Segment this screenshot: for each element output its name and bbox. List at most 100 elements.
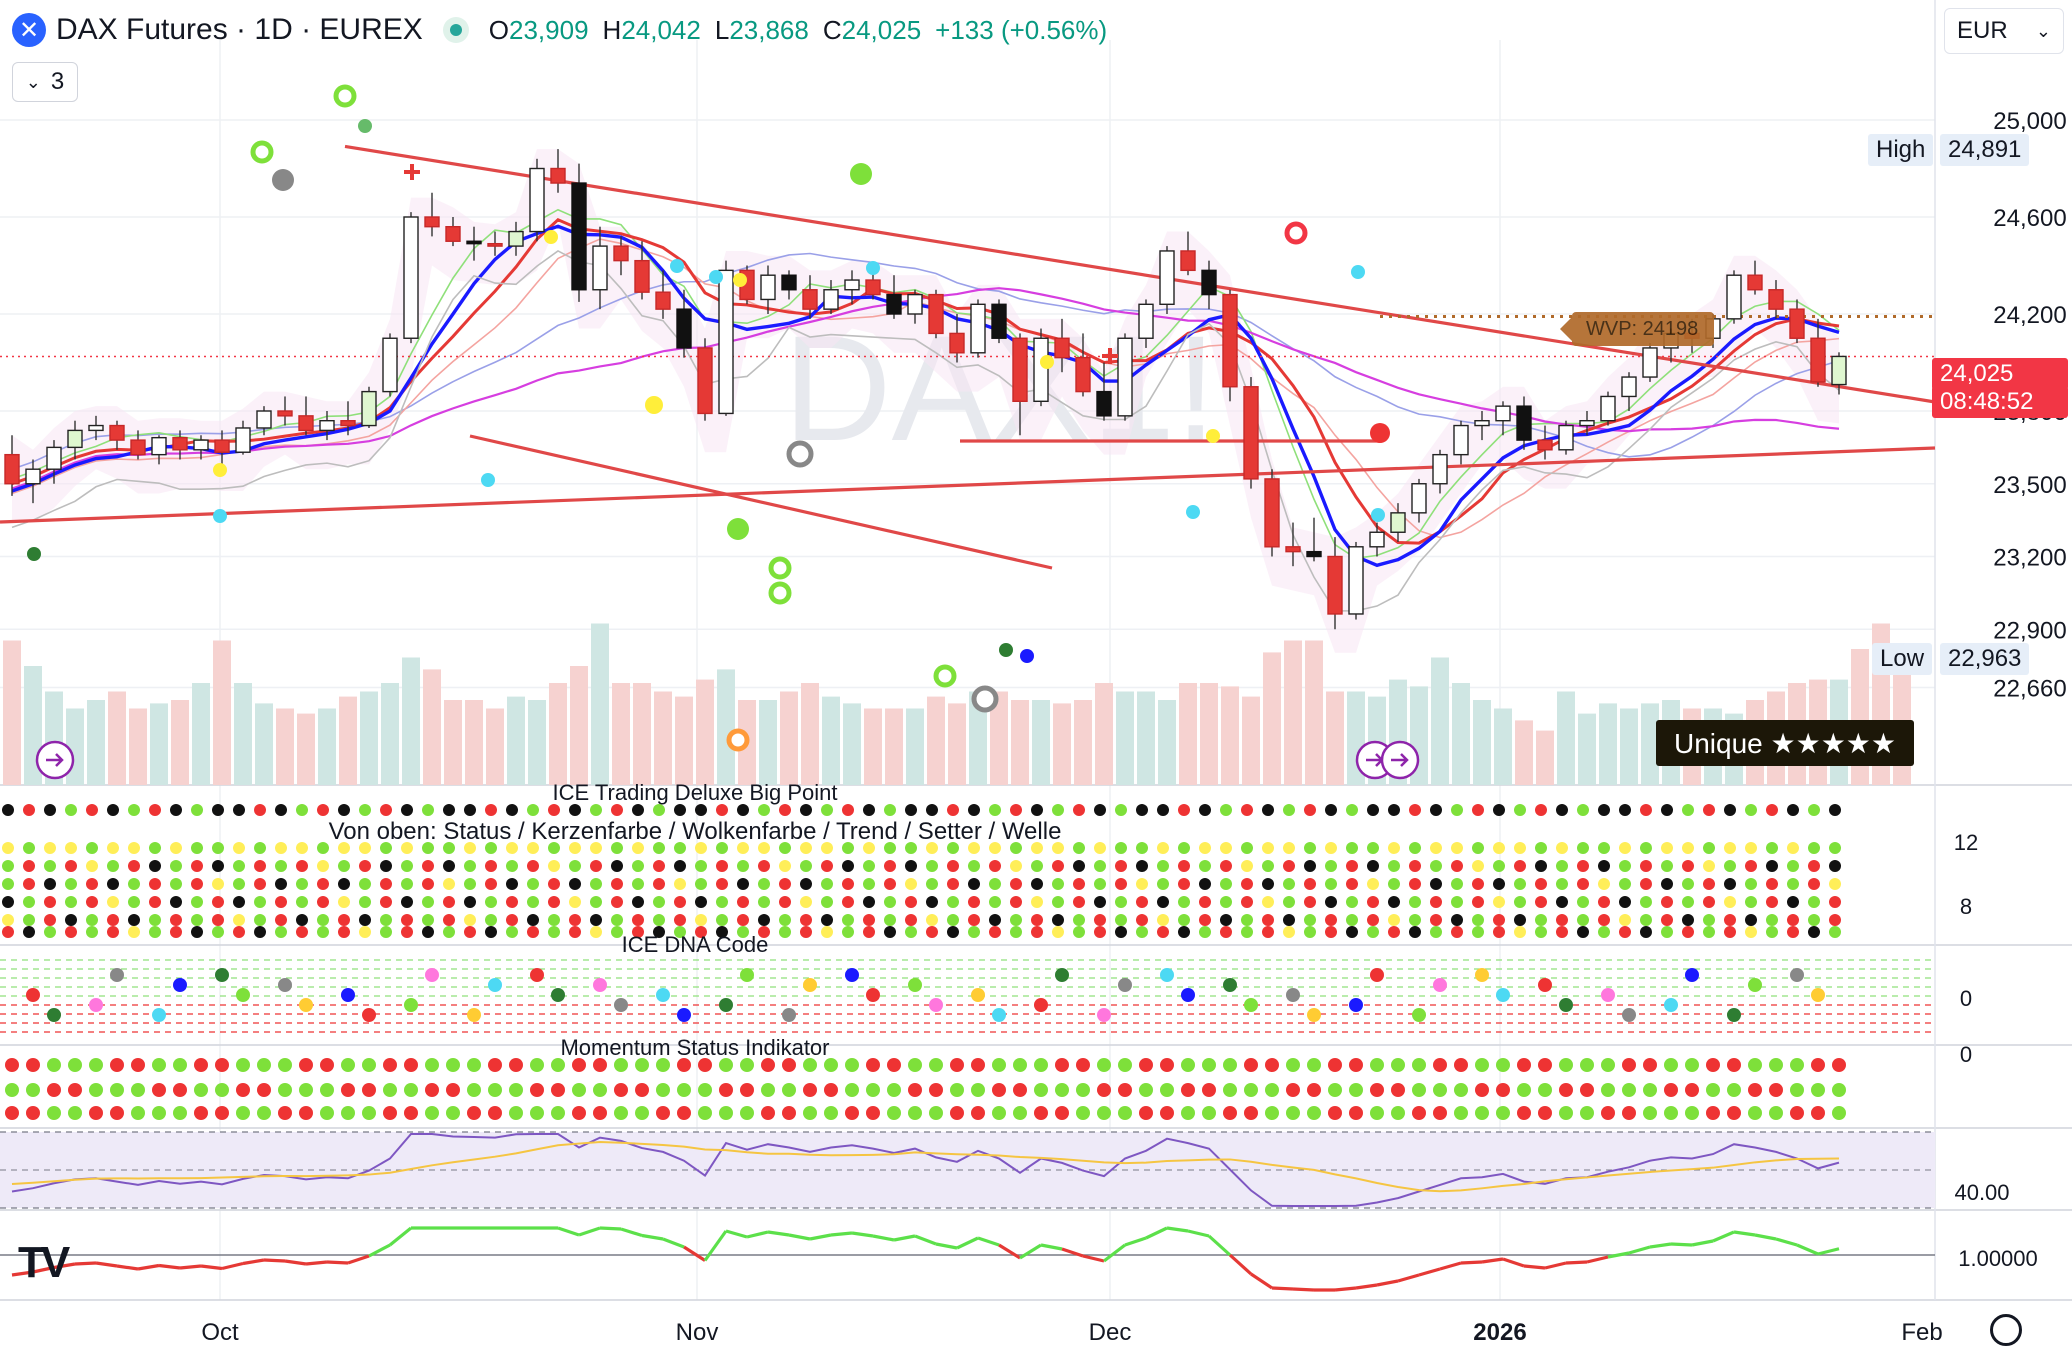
indicators-toggle-button[interactable]: ⌄ 3 bbox=[12, 62, 78, 102]
big-point-dot bbox=[947, 878, 959, 890]
osc-segment bbox=[1481, 1257, 1504, 1264]
momentum-dot bbox=[950, 1058, 964, 1072]
big-point-dot bbox=[1787, 896, 1799, 908]
candle-body bbox=[1054, 337, 1070, 359]
big-point-dot bbox=[947, 804, 959, 816]
big-point-dot bbox=[716, 926, 728, 938]
momentum-dot bbox=[1622, 1083, 1636, 1097]
settings-gear-icon[interactable] bbox=[1990, 1314, 2022, 1346]
osc-segment bbox=[1040, 1243, 1063, 1251]
big-point-dot bbox=[1388, 860, 1400, 872]
big-point-dot bbox=[44, 842, 56, 854]
momentum-dot bbox=[1832, 1106, 1846, 1120]
candle-body bbox=[466, 240, 482, 245]
candle-body bbox=[1579, 420, 1595, 427]
momentum-dot bbox=[1412, 1106, 1426, 1120]
momentum-dot bbox=[173, 1058, 187, 1072]
big-point-dot bbox=[1073, 914, 1085, 926]
momentum-dot bbox=[1265, 1083, 1279, 1097]
big-point-dot bbox=[611, 860, 623, 872]
dna-dot bbox=[1097, 1008, 1111, 1022]
momentum-dot bbox=[635, 1106, 649, 1120]
replay-arrow-icon[interactable] bbox=[1380, 740, 1420, 780]
big-point-dot bbox=[1115, 804, 1127, 816]
osc-segment bbox=[935, 1242, 958, 1250]
big-point-dot bbox=[653, 860, 665, 872]
candle-body bbox=[298, 415, 314, 432]
big-point-dot bbox=[317, 842, 329, 854]
big-point-dot bbox=[569, 804, 581, 816]
dna-dot bbox=[1307, 1008, 1321, 1022]
big-point-dot bbox=[632, 896, 644, 908]
big-point-dot bbox=[44, 860, 56, 872]
momentum-dot bbox=[68, 1058, 82, 1072]
ma-line-lavender bbox=[11, 252, 1840, 470]
dna-dot bbox=[1748, 978, 1762, 992]
candle-body bbox=[886, 293, 902, 315]
osc-segment bbox=[137, 1263, 160, 1271]
big-point-dot bbox=[800, 926, 812, 938]
dna-dot bbox=[215, 968, 229, 982]
osc-segment bbox=[1691, 1239, 1714, 1247]
big-point-dot bbox=[758, 804, 770, 816]
osc-segment bbox=[116, 1264, 139, 1271]
big-point-dot bbox=[674, 926, 686, 938]
big-point-dot bbox=[1745, 914, 1757, 926]
big-point-dot bbox=[968, 842, 980, 854]
dna-dot bbox=[173, 978, 187, 992]
candle-body bbox=[697, 347, 713, 415]
osc-segment bbox=[956, 1236, 979, 1250]
big-point-dot bbox=[338, 914, 350, 926]
momentum-dot bbox=[719, 1106, 733, 1120]
big-point-dot bbox=[1136, 842, 1148, 854]
osc-segment bbox=[284, 1259, 307, 1266]
big-point-dot bbox=[1073, 878, 1085, 890]
momentum-dot bbox=[467, 1058, 481, 1072]
big-point-dot bbox=[1535, 804, 1547, 816]
candle-body bbox=[1033, 337, 1049, 402]
big-point-dot bbox=[1346, 842, 1358, 854]
symbol-title[interactable]: DAX Futures · 1D · EUREX bbox=[56, 13, 423, 46]
candle-body bbox=[865, 279, 881, 296]
big-point-dot bbox=[1388, 804, 1400, 816]
close-icon[interactable]: ✕ bbox=[12, 13, 46, 47]
candle-body bbox=[424, 216, 440, 228]
big-point-dot bbox=[359, 926, 371, 938]
volume-bar bbox=[444, 700, 462, 785]
volume-bar bbox=[780, 691, 798, 785]
big-point-dot bbox=[1430, 860, 1442, 872]
big-point-dot bbox=[170, 914, 182, 926]
big-point-dot bbox=[1808, 926, 1820, 938]
volume-bar bbox=[990, 691, 1008, 785]
currency-select[interactable]: EUR ⌄ bbox=[1944, 8, 2064, 54]
replay-arrow-icon[interactable] bbox=[35, 740, 75, 780]
big-point-dot bbox=[779, 926, 791, 938]
momentum-dot bbox=[26, 1058, 40, 1072]
osc-segment bbox=[53, 1262, 76, 1270]
momentum-dot bbox=[761, 1083, 775, 1097]
dna-dot bbox=[1790, 968, 1804, 982]
big-point-dot bbox=[212, 878, 224, 890]
big-point-dot bbox=[1451, 878, 1463, 890]
big-point-dot bbox=[716, 804, 728, 816]
momentum-dot bbox=[1517, 1106, 1531, 1120]
big-point-dot bbox=[338, 926, 350, 938]
big-point-dot bbox=[1010, 914, 1022, 926]
big-point-dot bbox=[128, 842, 140, 854]
big-point-dot bbox=[1829, 914, 1841, 926]
momentum-dot bbox=[1181, 1106, 1195, 1120]
momentum-dot bbox=[425, 1083, 439, 1097]
momentum-dot bbox=[887, 1058, 901, 1072]
big-point-dot bbox=[1199, 860, 1211, 872]
candle-body bbox=[382, 337, 398, 393]
big-point-dot bbox=[1241, 804, 1253, 816]
dna-dot bbox=[110, 968, 124, 982]
volume-bar bbox=[969, 691, 987, 785]
big-point-dot bbox=[254, 860, 266, 872]
big-point-dot bbox=[1535, 896, 1547, 908]
signal-dot-marker bbox=[850, 163, 872, 185]
big-point-dot bbox=[107, 804, 119, 816]
big-point-dot bbox=[1325, 878, 1337, 890]
momentum-dot bbox=[782, 1058, 796, 1072]
